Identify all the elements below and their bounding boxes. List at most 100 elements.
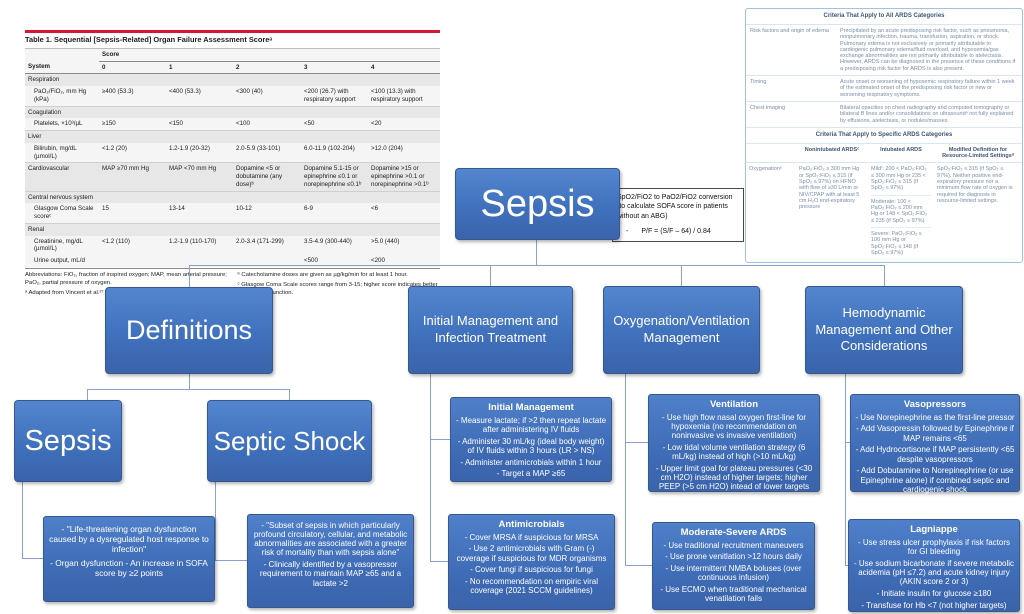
sofa-row-label: Urine output, mL/d xyxy=(25,255,99,267)
sofa-section-label: Liver xyxy=(25,130,440,143)
sofa-cell: 10-12 xyxy=(233,203,301,224)
sofa-cell: 2.0-5.9 (33-101) xyxy=(233,142,301,163)
connector-line xyxy=(430,439,450,440)
sofa-data-row: PaO₂/FiO₂, mm Hg (kPa) ≥400 (53.3) <400 … xyxy=(25,86,440,107)
ards-row-label: Timing xyxy=(750,79,767,86)
ards-spec-corner xyxy=(746,144,796,163)
connector-line xyxy=(681,266,682,286)
category-box-hemodynamic: Hemodynamic Management and Other Conside… xyxy=(805,286,963,374)
panel-title: Vasopressors xyxy=(903,399,967,410)
sofa-cell: 3.5-4.9 (300-440) xyxy=(301,235,368,256)
category-box-initial-management: Initial Management and Infection Treatme… xyxy=(408,286,573,374)
connector-line xyxy=(845,565,848,566)
ards-col-header-modified: Modified Definition for Resource-Limited… xyxy=(942,146,1014,160)
sofa-section-label: Renal xyxy=(25,222,440,236)
sofa-cell: 13-14 xyxy=(166,203,233,224)
panel-bullet: - Target a MAP ≥65 xyxy=(496,469,566,479)
panel-bullet: - Administer antimicrobials within 1 hou… xyxy=(460,457,602,467)
septic-shock-definition-text: - "Subset of sepsis in which particularl… xyxy=(253,520,408,558)
ards-row-oxygenation: Oxygenationᵉ PaO₂:FiO₂ ≤ 300 mm Hg or Sp… xyxy=(746,162,1022,262)
connector-line xyxy=(884,266,885,286)
sofa-row-label: PaO₂/FiO₂, mm Hg (kPa) xyxy=(25,86,99,107)
sofa-cell: <500 xyxy=(301,255,368,267)
sofa-cell: 2.0-3.4 (171-299) xyxy=(233,235,301,256)
ards-intubated-mild: Mildᶠ: 200 < PaO₂:FiO₂ ≤ 300 mm Hg or 23… xyxy=(871,166,931,196)
conversion-note-box: SpO2/FiO2 to PaO2/FiO2 conversion (to ca… xyxy=(612,188,744,242)
panel-bullet: - Transfuse for Hb <7 (not higher target… xyxy=(861,600,1007,610)
ards-header-all-categories: Criteria That Apply to All ARDS Categori… xyxy=(823,13,945,19)
sofa-cell: Dopamine 5.1-15 or epinephrine ≤0.1 or n… xyxy=(301,162,368,192)
sofa-cell: MAP ≥70 mm Hg xyxy=(99,162,166,192)
sofa-section-row: Coagulation xyxy=(25,105,440,119)
category-box-definitions: Definitions xyxy=(105,287,273,374)
sofa-cell xyxy=(166,255,233,267)
sofa-cell: <400 (53.3) xyxy=(166,86,233,107)
sofa-table-grid: Score System 0 1 2 3 4 Respiration PaO₂/… xyxy=(25,47,440,267)
sofa-cell: 1.2-1.9 (20-32) xyxy=(166,142,233,163)
panel-title: Ventilation xyxy=(709,399,759,410)
sofa-cell: 1.2-1.9 (110-170) xyxy=(166,235,233,256)
septic-shock-definition-text: - Clinically identified by a vasopressor… xyxy=(259,560,402,588)
connector-line xyxy=(625,374,626,566)
conversion-bullet: - xyxy=(626,228,629,236)
panel-bullet: - Cover fungi if suspicious for fungi xyxy=(470,565,593,575)
sofa-data-row: Urine output, mL/d <500 <200 xyxy=(25,255,440,267)
sofa-cell: >5.0 (440) xyxy=(368,235,440,256)
conversion-formula-line: - P/F = (S/F – 64) / 0.84 xyxy=(617,227,739,236)
connector-line xyxy=(845,442,850,443)
ards-row-text: Acute onset or worsening of hypoxemic re… xyxy=(840,79,1015,98)
sofa-cell: MAP <70 mm Hg xyxy=(166,162,233,192)
sofa-footnote-a: ᵃ Adapted from Vincent et al.²⁷ xyxy=(25,289,104,296)
sofa-corner-cell xyxy=(25,47,99,62)
connector-line xyxy=(189,374,190,390)
ards-col-header-intubated: Intubated ARDS xyxy=(880,146,922,153)
sofa-row-label: Platelets, ×10³/µL xyxy=(25,118,99,131)
panel-bullet: - Add Vasopressin followed by Epinephrin… xyxy=(856,424,1014,443)
sofa-row-label: Bilirubin, mg/dL (µmol/L) xyxy=(25,142,99,163)
panel-bullet: - Use stress ulcer prophylaxis if risk f… xyxy=(857,537,1011,556)
sofa-cell: 6-9 xyxy=(301,203,368,224)
connector-line xyxy=(490,266,491,286)
panel-bullet: - Use high flow nasal oxygen first-line … xyxy=(661,412,807,441)
sofa-section-label: Central nervous system xyxy=(25,190,440,204)
detail-box-septic-shock-definition: - "Subset of sepsis in which particularl… xyxy=(247,514,414,608)
ards-intubated-moderate: Moderate: 100 < PaO₂:FiO₂ ≤ 200 mm Hg or… xyxy=(871,199,931,228)
connector-line xyxy=(87,390,88,400)
ards-row-timing: Timing Acute onset or worsening of hypox… xyxy=(746,75,1022,101)
panel-bullet: - Low tidal volume ventilation strategy … xyxy=(662,442,806,462)
connector-line xyxy=(189,265,885,266)
sofa-cell xyxy=(99,255,166,267)
ards-row-text: Bilateral opacities on chest radiography… xyxy=(840,105,1014,124)
panel-title: Initial Management xyxy=(488,402,574,413)
conversion-note-text: SpO2/FiO2 to PaO2/FiO2 conversion (to ca… xyxy=(617,194,733,220)
ards-specific-column-headers: Nonintubated ARDSᶜ Intubated ARDS Modifi… xyxy=(746,142,1022,163)
connector-line xyxy=(189,266,190,287)
sofa-section-row: Respiration xyxy=(25,73,440,87)
sofa-cell: <200 (26.7) with respiratory support xyxy=(301,86,368,107)
panel-title: Moderate-Severe ARDS xyxy=(680,527,787,538)
sofa-row-label: Cardiovascular xyxy=(25,162,99,192)
connector-line xyxy=(215,560,247,561)
connector-line xyxy=(536,240,537,265)
sofa-cell: <50 xyxy=(301,118,368,131)
ards-header-specific-categories: Criteria That Apply to Specific ARDS Cat… xyxy=(746,126,1022,143)
connector-line xyxy=(430,374,431,562)
ards-criteria-table: Criteria That Apply to All ARDS Categori… xyxy=(745,8,1023,264)
sofa-cell: <20 xyxy=(368,118,440,131)
panel-bullet: - Use sodium bicarbonate if severe metab… xyxy=(853,558,1015,587)
sofa-cell: 6.0-11.9 (102-204) xyxy=(301,142,368,163)
connector-line xyxy=(625,565,652,566)
sepsis-definition-text: - "Life-threatening organ dysfunction ca… xyxy=(49,524,209,555)
panel-bullet: - Upper limit goal for plateau pressures… xyxy=(655,463,813,492)
sofa-section-row: Central nervous system xyxy=(25,190,440,204)
sofa-row-label: Creatinine, mg/dL (µmol/L) xyxy=(25,235,99,256)
sofa-cell: <100 (13.3) with respiratory support xyxy=(368,86,440,107)
sofa-cell: Dopamine <5 or dobutamine (any dose)ᵇ xyxy=(233,162,301,192)
connector-line xyxy=(87,389,290,390)
sofa-cell xyxy=(233,255,301,267)
conversion-formula: P/F = (S/F – 64) / 0.84 xyxy=(641,228,711,236)
panel-antimicrobials: Antimicrobials - Cover MRSA if suspiciou… xyxy=(448,514,615,610)
panel-title: Lagniappe xyxy=(910,524,958,535)
panel-bullet: - Use Norepinephrine as the first-line p… xyxy=(855,412,1015,422)
ards-col-header-nonintubated: Nonintubated ARDSᶜ xyxy=(804,146,860,153)
